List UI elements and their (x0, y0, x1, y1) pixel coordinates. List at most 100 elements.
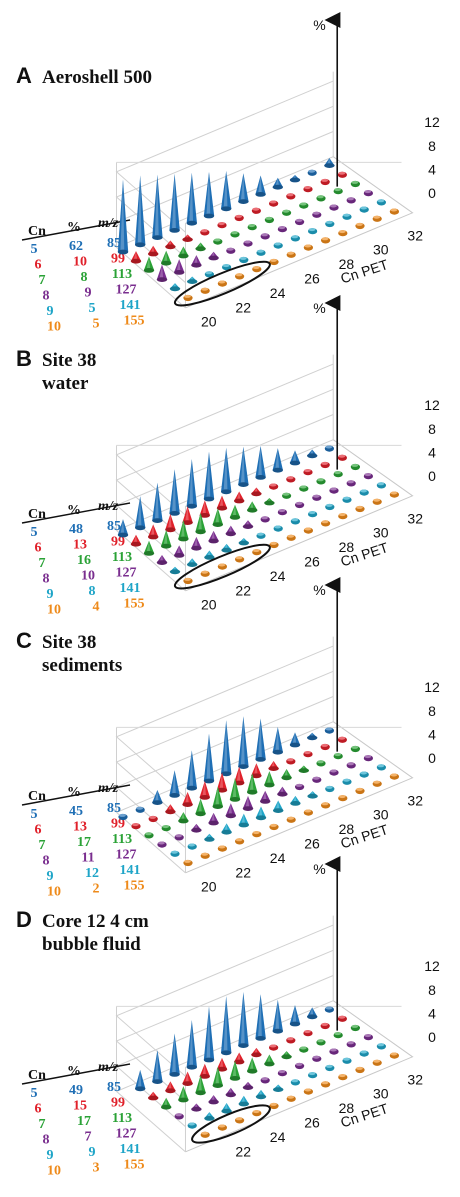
x-tick-label: 26 (304, 271, 320, 287)
z-axis-label: % (313, 582, 325, 598)
data-spot-cap (317, 195, 324, 199)
data-spot-cap (295, 783, 303, 787)
data-spot-cap (278, 509, 286, 513)
data-cone-highlight (258, 806, 263, 818)
z-tick-label: 4 (428, 726, 436, 742)
data-cone-highlight (223, 720, 228, 774)
data-cone-highlight (193, 536, 198, 549)
legend-pct: 9 (89, 1145, 96, 1160)
data-cone-base (277, 791, 288, 797)
data-cone-base (229, 797, 241, 802)
data-cone-base (156, 560, 168, 565)
data-cone-base (169, 228, 180, 233)
legend-pct: 8 (89, 584, 96, 599)
data-spot-cap (261, 233, 268, 237)
legend-pct: 7 (85, 1130, 92, 1145)
data-spot-cap (377, 482, 385, 486)
data-cone-base (307, 453, 318, 459)
floor-edge (185, 439, 414, 592)
data-cone-base (242, 524, 254, 529)
data-cone-base (221, 489, 232, 495)
data-spot-cap (145, 832, 152, 836)
data-spot-cap (278, 1070, 286, 1074)
data-cone-highlight (137, 1069, 142, 1089)
data-cone-highlight (193, 255, 198, 266)
data-spot-cap (295, 1062, 303, 1066)
data-cone-base (186, 785, 197, 791)
data-cone-highlight (206, 1006, 211, 1060)
legend-cn: 10 (47, 885, 61, 900)
panel-title: Aeroshell 500 (42, 67, 152, 88)
z-tick-label: 12 (424, 114, 440, 130)
data-cone-highlight (240, 446, 245, 485)
data-cone-highlight (189, 750, 194, 789)
data-cone-base (182, 520, 193, 525)
data-cone-base (208, 255, 219, 261)
data-cone-base (221, 829, 232, 835)
data-cone-highlight (172, 173, 176, 231)
data-spot-cap (373, 1059, 380, 1063)
panel-letter: C (16, 628, 32, 653)
legend-rule (21, 784, 131, 806)
panel-title: Core 12 4 cm (42, 911, 149, 932)
data-cone-base (199, 513, 210, 518)
data-cone-highlight (202, 781, 207, 798)
data-cone-base (272, 184, 283, 190)
data-spot-cap (274, 242, 281, 246)
legend-pct: 17 (77, 835, 91, 850)
data-cone-highlight (146, 540, 151, 554)
legend-mz: 85 (107, 801, 121, 816)
data-spot-cap (321, 1022, 328, 1026)
data-spot-cap (282, 492, 290, 496)
data-cone-highlight (167, 514, 172, 530)
data-cone-highlight (172, 1033, 176, 1075)
data-spot-cap (304, 751, 311, 755)
data-cone-highlight (249, 773, 254, 793)
data-spot-cap (356, 1066, 363, 1070)
data-cone-base (255, 1094, 267, 1100)
data-spot-cap (360, 1050, 367, 1054)
data-cone-base (178, 536, 189, 542)
x-tick-label: 28 (339, 539, 355, 555)
data-marks (117, 158, 399, 302)
data-cone-highlight (120, 519, 125, 535)
data-cone-highlight (185, 506, 189, 523)
data-spot-cap (390, 491, 398, 495)
data-cone-highlight (172, 469, 176, 514)
data-cone-highlight (198, 798, 202, 814)
legend-cn: 6 (35, 541, 42, 556)
data-cone-highlight (236, 766, 241, 783)
data-cone-base (255, 757, 266, 762)
data-cone-base (148, 1095, 159, 1101)
data-spot-cap (149, 815, 157, 819)
data-cone-base (238, 1101, 249, 1107)
legend-cn: 8 (43, 572, 50, 587)
data-cone-base (260, 799, 271, 804)
data-cone-highlight (292, 732, 297, 745)
data-spot-cap (338, 230, 346, 234)
data-spot-cap (377, 199, 385, 203)
data-spot-cap (308, 511, 316, 515)
data-cone-base (255, 815, 267, 821)
data-cone-base (165, 809, 176, 815)
data-spot-cap (299, 485, 307, 489)
data-spot-cap (218, 563, 226, 567)
data-spot-cap (252, 266, 260, 270)
data-cone-highlight (232, 1060, 237, 1079)
data-spot-cap (377, 1043, 385, 1047)
legend-cn: 6 (35, 1102, 42, 1117)
data-spot-cap (265, 216, 273, 220)
data-spot-cap (171, 850, 178, 854)
data-cone-base (174, 270, 185, 275)
data-cone-base (195, 529, 206, 535)
data-cone-base (238, 764, 249, 769)
data-cone-base (225, 1092, 236, 1098)
data-spot-cap (304, 1030, 311, 1034)
data-spot-cap (317, 1039, 324, 1043)
legend: Cn%m/z5458561399717113811127912141102155 (21, 781, 145, 900)
data-cone-base (143, 551, 155, 556)
data-cone-base (165, 527, 176, 533)
data-spot-cap (373, 215, 380, 219)
data-cone-highlight (185, 1071, 189, 1084)
